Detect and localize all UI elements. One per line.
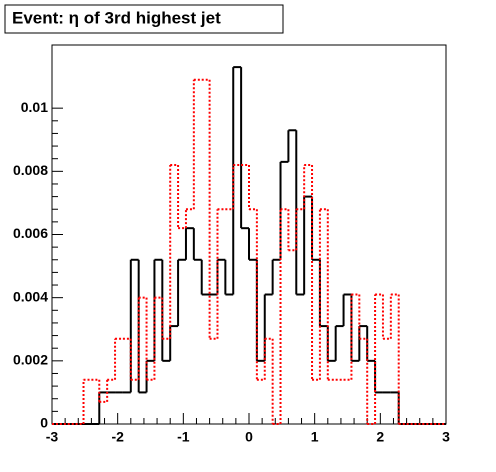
x-tick-label: 0	[245, 429, 253, 445]
x-tick-label: -2	[111, 429, 124, 445]
x-tick-label: 1	[311, 429, 319, 445]
chart-title: Event: η of 3rd highest jet	[12, 8, 221, 27]
y-tick-label: 0	[40, 415, 48, 431]
y-tick-label: 0.01	[21, 99, 48, 115]
x-tick-label: 2	[376, 429, 384, 445]
title-box	[4, 4, 284, 34]
y-tick-label: 0.002	[13, 352, 48, 368]
x-tick-label: 3	[442, 429, 450, 445]
y-tick-label: 0.008	[13, 162, 48, 178]
y-tick-label: 0.004	[13, 288, 48, 304]
x-tick-label: -3	[46, 429, 59, 445]
y-tick-label: 0.006	[13, 225, 48, 241]
x-tick-label: -1	[177, 429, 190, 445]
